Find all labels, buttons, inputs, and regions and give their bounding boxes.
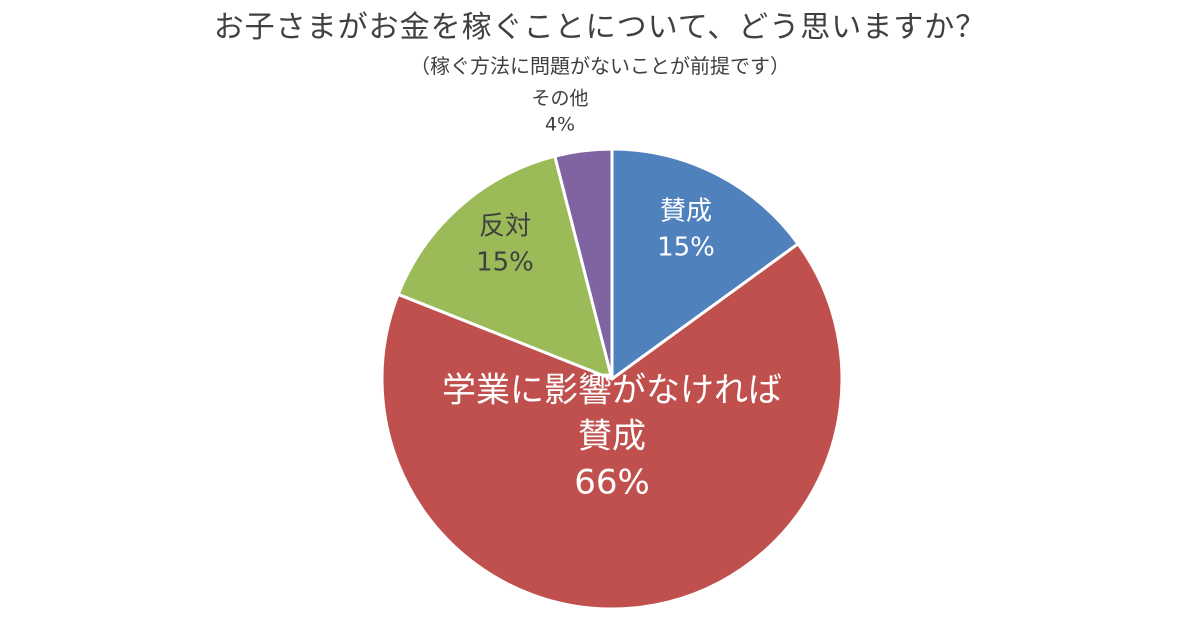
slice-category-label-2-0: 反対	[479, 212, 531, 242]
chart-title: お子さまがお金を稼ぐことについて、どう思いますか？	[213, 10, 987, 45]
pie-slice-1	[380, 242, 844, 611]
slice-value-label-2: 15%	[476, 248, 534, 278]
slice-value-label-0: 15%	[657, 233, 715, 263]
slice-category-label-1-1: 賛成	[578, 417, 646, 457]
pie-slices	[380, 147, 844, 611]
slice-value-label-3: 4%	[545, 114, 575, 136]
pie-slice-0	[610, 147, 800, 381]
slice-category-label-1-0: 学業に影響がなければ	[442, 371, 782, 411]
slice-category-label-0-0: 賛成	[660, 197, 712, 227]
slice-value-label-1: 66%	[574, 463, 650, 503]
pie-slice-3	[553, 147, 614, 381]
pie-slice-2	[396, 154, 614, 381]
slice-category-label-3-0: その他	[531, 88, 588, 110]
chart-subtitle: （稼ぐ方法に問題がないことが前提です）	[410, 54, 790, 78]
